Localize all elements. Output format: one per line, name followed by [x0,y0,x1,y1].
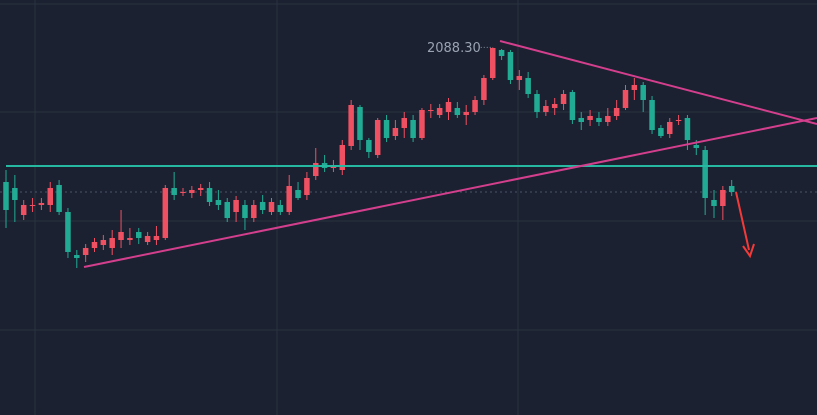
candle-body [702,150,708,198]
candle-body [667,122,673,134]
candle-body [419,110,425,138]
candle-body [286,186,292,212]
candle-body [233,200,239,212]
candle-body [534,94,540,112]
candle-body [144,236,151,242]
candle-body [100,240,107,245]
candle-body [215,200,222,205]
candle-body [171,188,177,195]
candle-body [47,188,53,205]
candle-body [728,186,735,192]
candle-body [180,192,186,193]
candle-body [374,120,381,155]
candle-body [162,188,169,238]
candle-body [339,145,346,170]
candle-body [357,107,363,140]
candle-body [490,48,496,78]
candle-body [12,188,18,200]
candle-body [313,163,319,176]
candle-body [693,145,700,148]
candle-body [613,108,620,116]
candle-body [543,106,549,112]
candle-body [649,100,655,130]
candle-body [136,232,142,238]
candle-body [38,203,45,205]
candle-body [436,108,443,115]
candle-body [675,120,682,121]
candle-body [551,104,558,108]
candle-body [507,52,514,80]
candle-body [29,205,36,206]
candle-body [118,232,124,240]
candle-body [622,90,629,108]
candle-body [74,255,80,258]
candle-body [481,78,487,100]
candle-body [153,236,160,240]
candle-body [605,116,611,122]
candle-body [392,128,399,136]
candle-body [640,85,646,100]
candle-body [109,238,115,248]
candle-body [401,118,407,128]
candle-body [516,76,523,80]
candle-body [711,200,717,206]
candle-body [383,120,390,138]
candle-body [366,140,372,152]
candle-body [277,205,284,212]
candle-body [578,118,584,122]
arrow-head [742,243,755,259]
candle-body [20,205,27,215]
candle-body [3,182,9,210]
candle-body [206,188,213,202]
trend-line [83,117,817,268]
candle-body [56,185,62,212]
annotation-label: 2088.30 [427,41,481,56]
candle-body [684,118,691,140]
candle-body [445,102,452,112]
arrow [735,191,750,251]
candle-body [268,202,275,212]
candle-body [348,105,354,146]
candle-body [454,108,461,115]
candle-body [251,205,257,218]
candle-body [720,190,726,206]
candle-body [525,78,531,94]
candle-body [224,202,230,218]
candle-body [304,178,310,195]
candle-body [463,112,469,115]
candle-body [658,128,664,136]
candle-body [189,190,195,193]
candle-body [197,188,204,190]
candle-body [91,242,98,248]
candle-body [587,116,593,120]
candle-body [259,202,266,210]
candle-body [472,100,478,112]
candle-body [428,110,434,111]
candle-body [560,94,567,104]
candle-body [596,118,602,122]
trend-line [499,40,817,125]
candle-body [631,85,638,90]
candle-body [82,248,89,255]
candle-body [498,50,505,56]
candle-body [410,120,416,138]
candle-body [295,190,301,198]
candle-body [127,238,133,240]
candle-body [242,205,248,218]
candle-body [569,92,576,120]
candles [3,47,735,268]
candle-body [65,212,71,252]
